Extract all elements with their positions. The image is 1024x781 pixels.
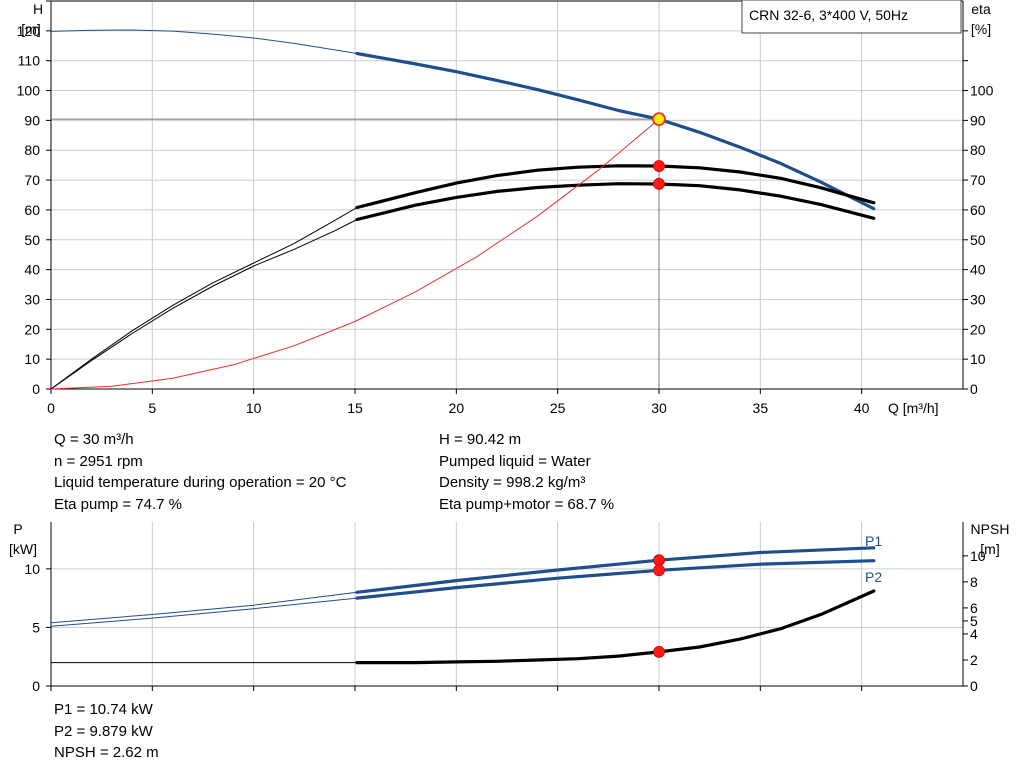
head-left-tick-label-50: 50 <box>24 232 40 248</box>
head-left-tick-label-120: 120 <box>17 23 41 39</box>
head-right-tick-label-90: 90 <box>970 112 986 128</box>
head-right-tick-label-50: 50 <box>970 232 986 248</box>
power-right-tick-label-8: 8 <box>970 574 978 590</box>
head-marker-68p7 <box>653 178 665 190</box>
head-curve-extended <box>50 29 358 54</box>
npsh-axis-unit: [m] <box>980 541 999 557</box>
head-chart-markers <box>652 112 666 190</box>
head-left-tick-label-60: 60 <box>24 202 40 218</box>
eta-axis-unit: [%] <box>971 21 991 37</box>
flow-tick-label-20: 20 <box>449 400 465 416</box>
npsh-axis-label: NPSH <box>971 521 1010 537</box>
flow-tick-label-25: 25 <box>550 400 566 416</box>
head-axis-unit: [m] <box>21 21 40 37</box>
power-marker-2p62 <box>653 645 665 658</box>
p1-series-label: P1 <box>865 533 882 549</box>
p2-value: P2 = 9.879 kW <box>54 722 153 740</box>
head-left-tick-label-110: 110 <box>18 53 41 69</box>
duty-info-left: Q = 30 m³/h n = 2951 rpm Liquid temperat… <box>54 429 346 515</box>
flow-tick-label-35: 35 <box>753 400 769 416</box>
power-info: P1 = 10.74 kW P2 = 9.879 kW NPSH = 2.62 … <box>54 699 159 764</box>
speed-value: n = 2951 rpm <box>54 452 143 470</box>
model-label: CRN 32-6, 3*400 V, 50Hz <box>749 7 908 23</box>
head-chart-axes: 0102030405060708090100110120010203040506… <box>17 0 994 416</box>
density-value: Density = 998.2 kg/m³ <box>439 474 586 491</box>
power-chart-curves <box>50 546 876 665</box>
head-right-tick-label-60: 60 <box>970 202 986 218</box>
head-left-tick-label-100: 100 <box>17 83 41 99</box>
head-left-tick-label-40: 40 <box>24 262 40 278</box>
duty-point-marker <box>652 112 666 127</box>
head-right-tick-label-80: 80 <box>970 142 986 158</box>
p2-series-label: P2 <box>865 569 882 585</box>
flow-tick-label-10: 10 <box>246 400 262 416</box>
p2-curve <box>355 559 876 600</box>
head-left-tick-label-90: 90 <box>24 112 40 128</box>
npsh-curve <box>355 589 876 665</box>
p2-curve-extended <box>50 597 358 627</box>
eta-pump-value: Eta pump = 74.7 % <box>54 495 182 513</box>
p1-curve-extended <box>50 591 358 624</box>
flow-axis-label: Q [m³/h] <box>888 400 939 416</box>
power-left-tick-label-10: 10 <box>24 561 40 577</box>
head-right-tick-label-40: 40 <box>970 262 986 278</box>
head-axis-label: H <box>33 1 43 17</box>
p1-value: P1 = 10.74 kW <box>54 701 153 718</box>
eta_pump-curve <box>355 164 876 210</box>
power-axis-label: P <box>13 521 22 537</box>
eta-axis-label: eta <box>971 1 991 17</box>
power-right-tick-label-0: 0 <box>970 678 978 694</box>
eta_total-curve-extended <box>50 219 358 390</box>
head-left-tick-label-30: 30 <box>24 291 40 307</box>
flow-tick-label-40: 40 <box>854 400 870 416</box>
head-right-tick-label-30: 30 <box>970 291 986 307</box>
power-chart-markers <box>653 554 665 658</box>
head-value: H = 90.42 m <box>439 431 522 448</box>
power-right-tick-label-2: 2 <box>970 652 978 668</box>
duty-info-right: H = 90.42 m Pumped liquid = Water Densit… <box>439 429 614 515</box>
system-curve-extended <box>50 118 660 390</box>
head-left-tick-label-80: 80 <box>24 142 40 158</box>
flow-tick-label-15: 15 <box>347 400 363 416</box>
power-left-tick-label-5: 5 <box>32 619 40 635</box>
power-marker-9p88 <box>653 564 665 577</box>
power-left-tick-label-0: 0 <box>32 678 40 694</box>
head-right-tick-label-10: 10 <box>970 351 986 367</box>
pumped-liquid-value: Pumped liquid = Water <box>439 452 591 470</box>
head-curve <box>355 51 876 211</box>
power-marker-10p74 <box>653 554 665 567</box>
power-right-tick-label-10: 10 <box>970 548 986 564</box>
p1-curve <box>355 546 876 594</box>
head-left-tick-label-20: 20 <box>24 321 40 337</box>
eta-total-value: Eta pump+motor = 68.7 % <box>439 495 615 513</box>
flow-tick-label-5: 5 <box>148 400 156 416</box>
power-right-tick-label-6: 6 <box>970 600 978 616</box>
power-right-tick-label-4: 4 <box>970 626 978 642</box>
flow-tick-label-30: 30 <box>651 400 667 416</box>
liquid-temperature-value: Liquid temperature during operation = 20… <box>54 474 347 491</box>
head-chart-curves <box>50 29 876 390</box>
head-left-tick-label-10: 10 <box>24 351 40 367</box>
eta_total-curve <box>355 182 876 222</box>
head-left-tick-label-0: 0 <box>32 381 40 397</box>
power-right-tick-label-5: 5 <box>970 613 978 629</box>
flow-value: Q = 30 m³/h <box>54 431 134 448</box>
eta_pump-curve-extended <box>50 207 358 390</box>
head-chart-grid <box>51 1 964 389</box>
npsh-value: NPSH = 2.62 m <box>54 744 159 761</box>
head-marker-74p7 <box>653 160 665 172</box>
power-axis-unit: [kW] <box>9 541 37 557</box>
flow-tick-label-0: 0 <box>47 400 55 416</box>
head-left-tick-label-70: 70 <box>24 172 40 188</box>
model-box: CRN 32-6, 3*400 V, 50Hz <box>741 0 962 34</box>
head-right-tick-label-100: 100 <box>970 83 994 99</box>
head-right-tick-label-70: 70 <box>970 172 986 188</box>
head-right-tick-label-0: 0 <box>970 381 978 397</box>
head-right-tick-label-20: 20 <box>970 321 986 337</box>
